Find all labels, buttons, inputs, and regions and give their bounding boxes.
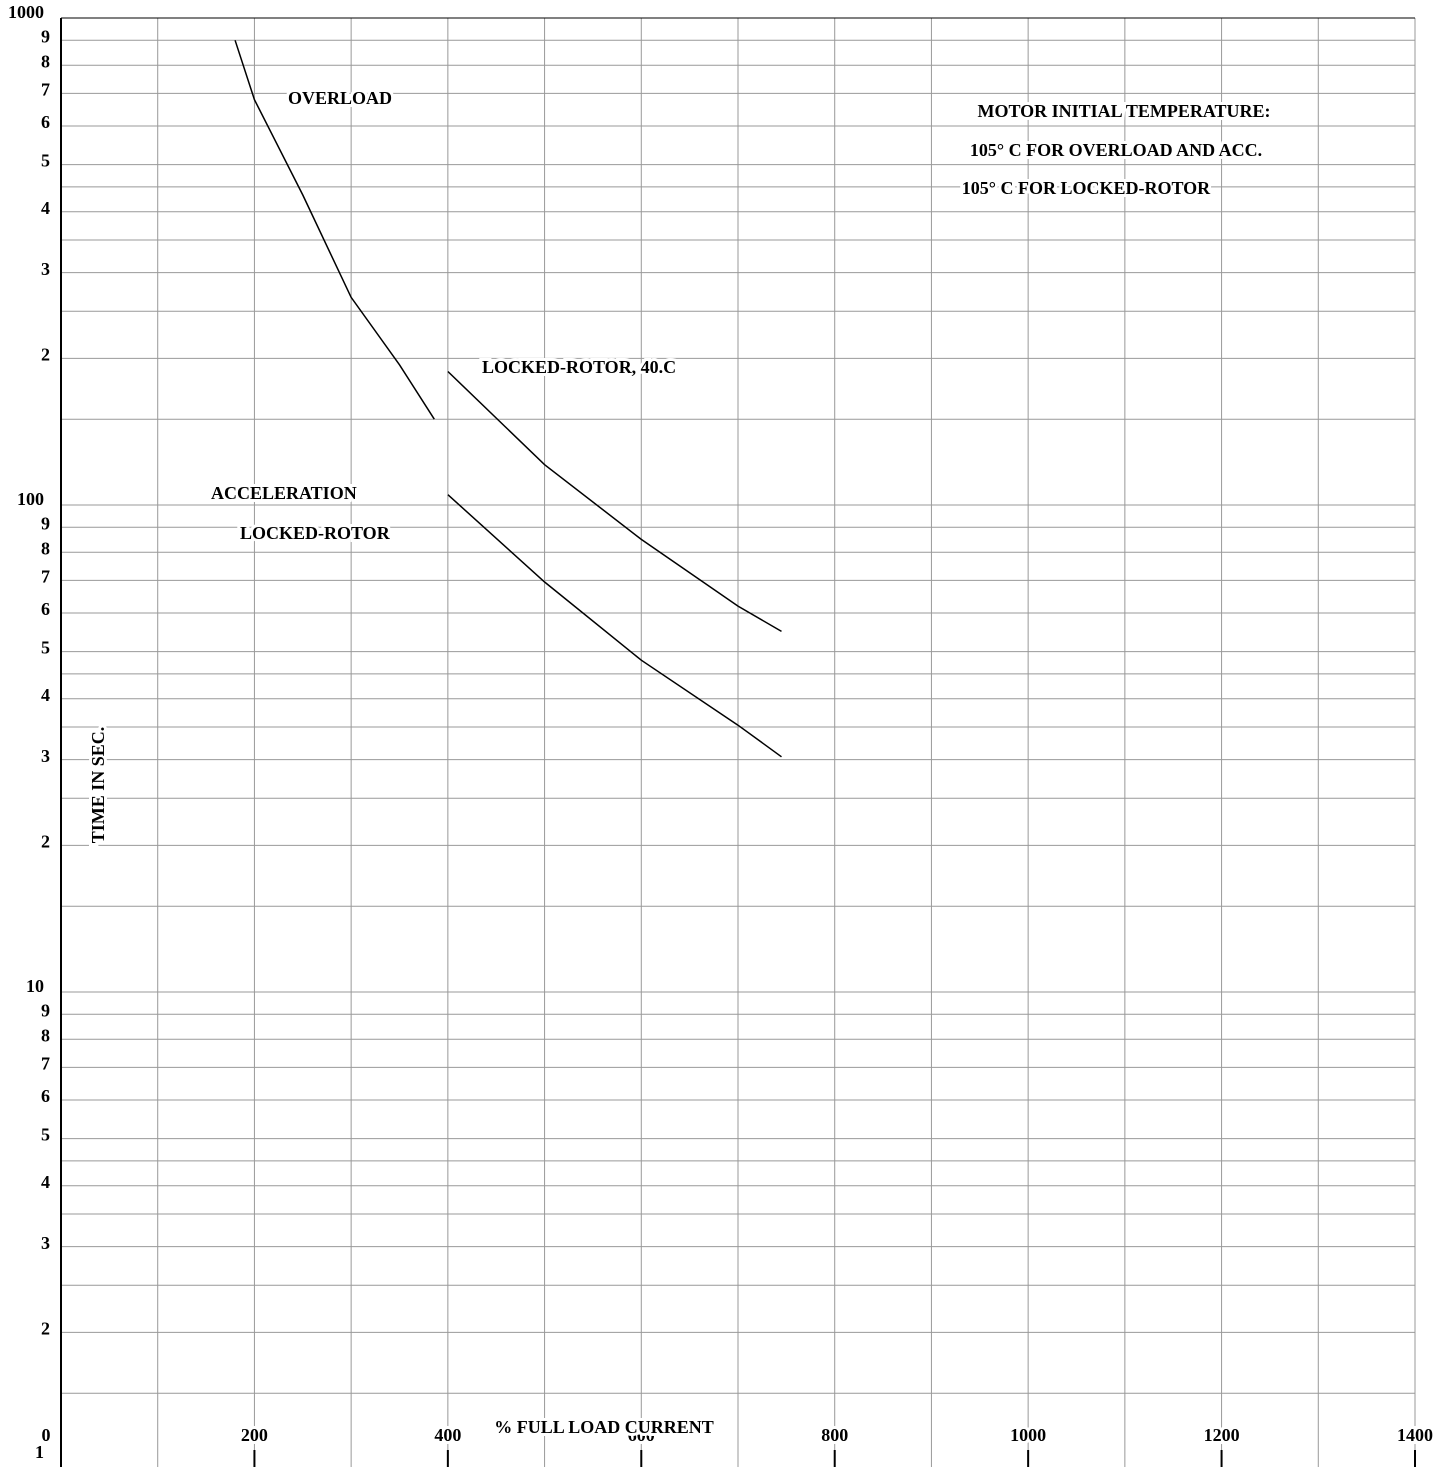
curve: [447, 370, 782, 633]
y-tick-label: 7: [41, 567, 50, 587]
y-tick-label: 3: [41, 1233, 50, 1253]
y-axis-title: TIME IN SEC.: [88, 727, 108, 844]
curve: [234, 40, 435, 420]
y-tick-label: 5: [41, 151, 50, 171]
x-axis-title: % FULL LOAD CURRENT: [494, 1417, 714, 1437]
series-label: LOCKED-ROTOR, 40.C: [482, 357, 676, 377]
annotation: MOTOR INITIAL TEMPERATURE:: [977, 101, 1270, 121]
y-tick-label: 1: [35, 1442, 44, 1462]
annotation: 105° C FOR LOCKED-ROTOR: [962, 178, 1211, 198]
series-label: LOCKED-ROTOR: [240, 523, 391, 543]
y-tick-label: 2: [41, 832, 50, 852]
y-tick-label: 7: [41, 80, 50, 100]
y-tick-label: 8: [41, 51, 50, 71]
x-tick-label: 1200: [1204, 1425, 1240, 1445]
y-tick-label: 8: [41, 1025, 50, 1045]
y-tick-label: 100: [17, 489, 44, 509]
y-tick-label: 3: [41, 259, 50, 279]
annotation: 105° C FOR OVERLOAD AND ACC.: [970, 140, 1262, 160]
x-tick-label: 1400: [1397, 1425, 1433, 1445]
x-tick-label: 800: [821, 1425, 848, 1445]
y-tick-label: 2: [41, 345, 50, 365]
y-tick-label: 8: [41, 538, 50, 558]
x-tick-label: 600: [628, 1425, 655, 1445]
y-tick-label: 6: [41, 1086, 50, 1106]
curve: [447, 494, 782, 758]
y-tick-label: 2: [41, 1319, 50, 1339]
series-label: OVERLOAD: [288, 88, 392, 108]
x-tick-label: 0: [42, 1425, 51, 1445]
annotation: ACCELERATION: [211, 483, 357, 503]
y-tick-label: 9: [41, 26, 50, 46]
y-tick-label: 4: [41, 685, 50, 705]
y-tick-label: 10: [26, 976, 44, 996]
x-tick-label: 1000: [1010, 1425, 1046, 1445]
x-tick-label: 200: [241, 1425, 268, 1445]
y-tick-label: 4: [41, 198, 50, 218]
y-tick-label: 7: [41, 1054, 50, 1074]
y-tick-label: 1000: [8, 2, 44, 22]
y-tick-label: 6: [41, 599, 50, 619]
y-tick-label: 9: [41, 513, 50, 533]
y-tick-label: 5: [41, 638, 50, 658]
x-tick-label: 400: [434, 1425, 461, 1445]
y-tick-label: 3: [41, 746, 50, 766]
y-tick-label: 4: [41, 1172, 50, 1192]
y-tick-label: 5: [41, 1125, 50, 1145]
y-tick-label: 6: [41, 112, 50, 132]
y-tick-label: 9: [41, 1000, 50, 1020]
